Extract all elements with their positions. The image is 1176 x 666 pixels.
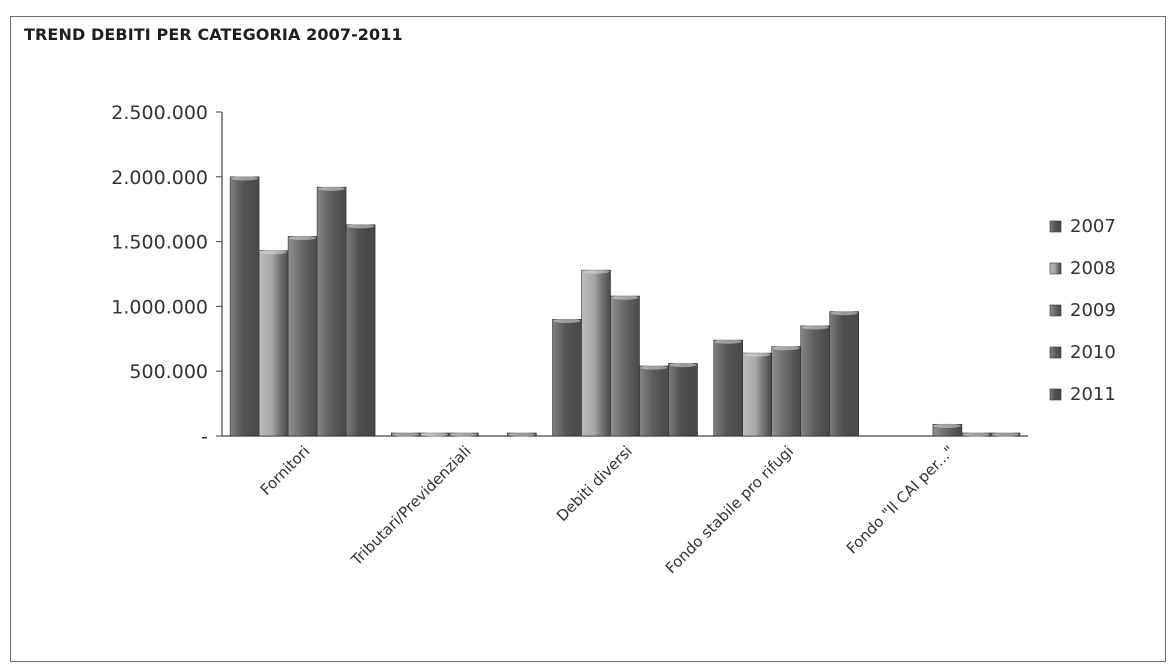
bar-cap [743,352,771,357]
bar-cap [450,432,478,437]
bar-2010-0 [316,186,347,437]
y-tick-label: 1.500.000 [111,232,208,254]
bar-cap [347,224,375,229]
legend-label: 2008 [1070,258,1116,279]
bar-cap [640,365,668,370]
bar-cap [714,339,742,344]
bar-2009-3 [771,346,802,437]
bar-cap [933,423,961,429]
bar-2011-2 [668,363,698,437]
legend: 2007 2008 2009 2010 2011 [1049,216,1116,405]
legend-swatch [1049,388,1062,401]
chart-title: TREND DEBITI PER CATEGORIA 2007-2011 [24,25,403,44]
y-tick-label: 2.500.000 [111,102,208,124]
legend-swatch [1049,220,1062,233]
bar-2010-2 [639,365,669,437]
bar-cap [582,269,610,274]
bar-2008-3 [742,352,773,437]
category-label: Fornitori [257,442,314,499]
category-label: Tributari/Previdenziali [347,442,475,570]
bar-cap [553,318,581,324]
category-label: Fondo "Il CAI per..." [843,442,958,557]
y-tick-label: 500.000 [129,361,208,383]
bar-cap [318,186,346,191]
bar-2008-0 [258,250,289,437]
bar-cap [289,235,317,241]
legend-label: 2009 [1070,300,1116,321]
bar-cap [772,345,800,351]
bar-cap [392,432,420,437]
bar-2011-3 [829,311,860,437]
legend-label: 2011 [1070,384,1116,405]
bar-2007-0 [229,176,260,437]
bar-2007-3 [713,339,744,437]
bar-cap [962,432,990,437]
bar-2009-0 [287,236,318,437]
bar-cap [611,295,639,300]
bar-cap [508,432,536,437]
bar-cap [669,362,697,368]
bar-2008-2 [581,269,611,437]
legend-swatch [1049,262,1062,275]
bar-cap [801,325,829,330]
legend-label: 2007 [1070,216,1116,237]
bar-2010-3 [800,325,831,437]
y-tick-label: 2.000.000 [111,167,208,189]
bar-2011-0 [345,224,376,437]
bars [229,176,1021,437]
bar-2007-2 [552,319,582,437]
legend-swatch [1049,304,1062,317]
y-tick-label: - [201,426,208,448]
category-label: Debiti diversi [553,442,636,525]
bar-cap [421,432,449,437]
y-tick-label: 1.000.000 [111,296,208,318]
legend-label: 2010 [1070,342,1116,363]
category-labels: Fornitori Tributari/Previdenziali Debiti d… [257,442,959,577]
bar-cap [991,432,1019,437]
bar-cap [260,249,288,255]
category-label: Fondo stabile pro rifugi [662,442,797,577]
bar-cap [830,310,858,316]
y-axis: - 500.000 1.000.000 1.500.000 2.000.000 2.500… [111,102,223,448]
bar-2009-2 [610,295,640,437]
legend-swatch [1049,346,1062,359]
bar-cap [231,176,259,181]
